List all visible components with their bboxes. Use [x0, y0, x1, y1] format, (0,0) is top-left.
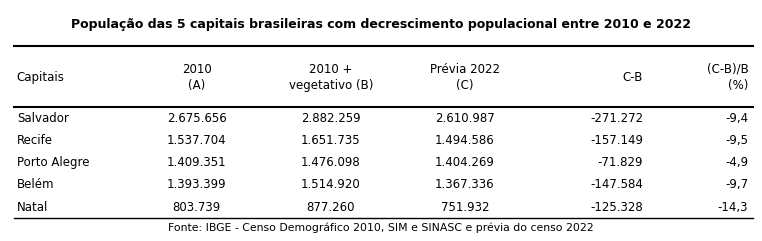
Text: 1.409.351: 1.409.351 — [167, 156, 226, 169]
Text: Prévia 2022
(C): Prévia 2022 (C) — [430, 63, 500, 92]
Text: C-B: C-B — [623, 71, 643, 84]
Text: -9,7: -9,7 — [725, 178, 748, 191]
Text: -9,5: -9,5 — [725, 134, 748, 147]
Text: 2.610.987: 2.610.987 — [435, 112, 495, 125]
Text: 1.404.269: 1.404.269 — [435, 156, 495, 169]
Text: -14,3: -14,3 — [718, 201, 748, 214]
Text: -125.328: -125.328 — [591, 201, 643, 214]
Text: 1.494.586: 1.494.586 — [435, 134, 495, 147]
Text: -9,4: -9,4 — [725, 112, 748, 125]
Text: População das 5 capitais brasileiras com decrescimento populacional entre 2010 e: População das 5 capitais brasileiras com… — [71, 18, 691, 31]
Text: 877.260: 877.260 — [306, 201, 355, 214]
Text: 1.367.336: 1.367.336 — [435, 178, 495, 191]
Text: 803.739: 803.739 — [172, 201, 221, 214]
Text: 1.537.704: 1.537.704 — [167, 134, 226, 147]
Text: -157.149: -157.149 — [591, 134, 643, 147]
Text: Salvador: Salvador — [17, 112, 69, 125]
Text: Porto Alegre: Porto Alegre — [17, 156, 89, 169]
Text: Capitais: Capitais — [17, 71, 65, 84]
Text: -147.584: -147.584 — [591, 178, 643, 191]
Text: 2010
(A): 2010 (A) — [181, 63, 211, 92]
Text: -4,9: -4,9 — [725, 156, 748, 169]
Text: -71.829: -71.829 — [597, 156, 643, 169]
Text: 1.393.399: 1.393.399 — [167, 178, 226, 191]
Text: 1.651.735: 1.651.735 — [301, 134, 360, 147]
Text: Recife: Recife — [17, 134, 53, 147]
Text: -271.272: -271.272 — [590, 112, 643, 125]
Text: 751.932: 751.932 — [440, 201, 489, 214]
Text: Belém: Belém — [17, 178, 54, 191]
Text: 2.882.259: 2.882.259 — [301, 112, 360, 125]
Text: Natal: Natal — [17, 201, 48, 214]
Text: 2.675.656: 2.675.656 — [167, 112, 226, 125]
Text: 2010 +
vegetativo (B): 2010 + vegetativo (B) — [289, 63, 373, 92]
Text: (C-B)/B
(%): (C-B)/B (%) — [706, 63, 748, 92]
Text: 1.514.920: 1.514.920 — [301, 178, 360, 191]
Text: Fonte: IBGE - Censo Demográfico 2010, SIM e SINASC e prévia do censo 2022: Fonte: IBGE - Censo Demográfico 2010, SI… — [168, 223, 594, 234]
Text: 1.476.098: 1.476.098 — [301, 156, 360, 169]
